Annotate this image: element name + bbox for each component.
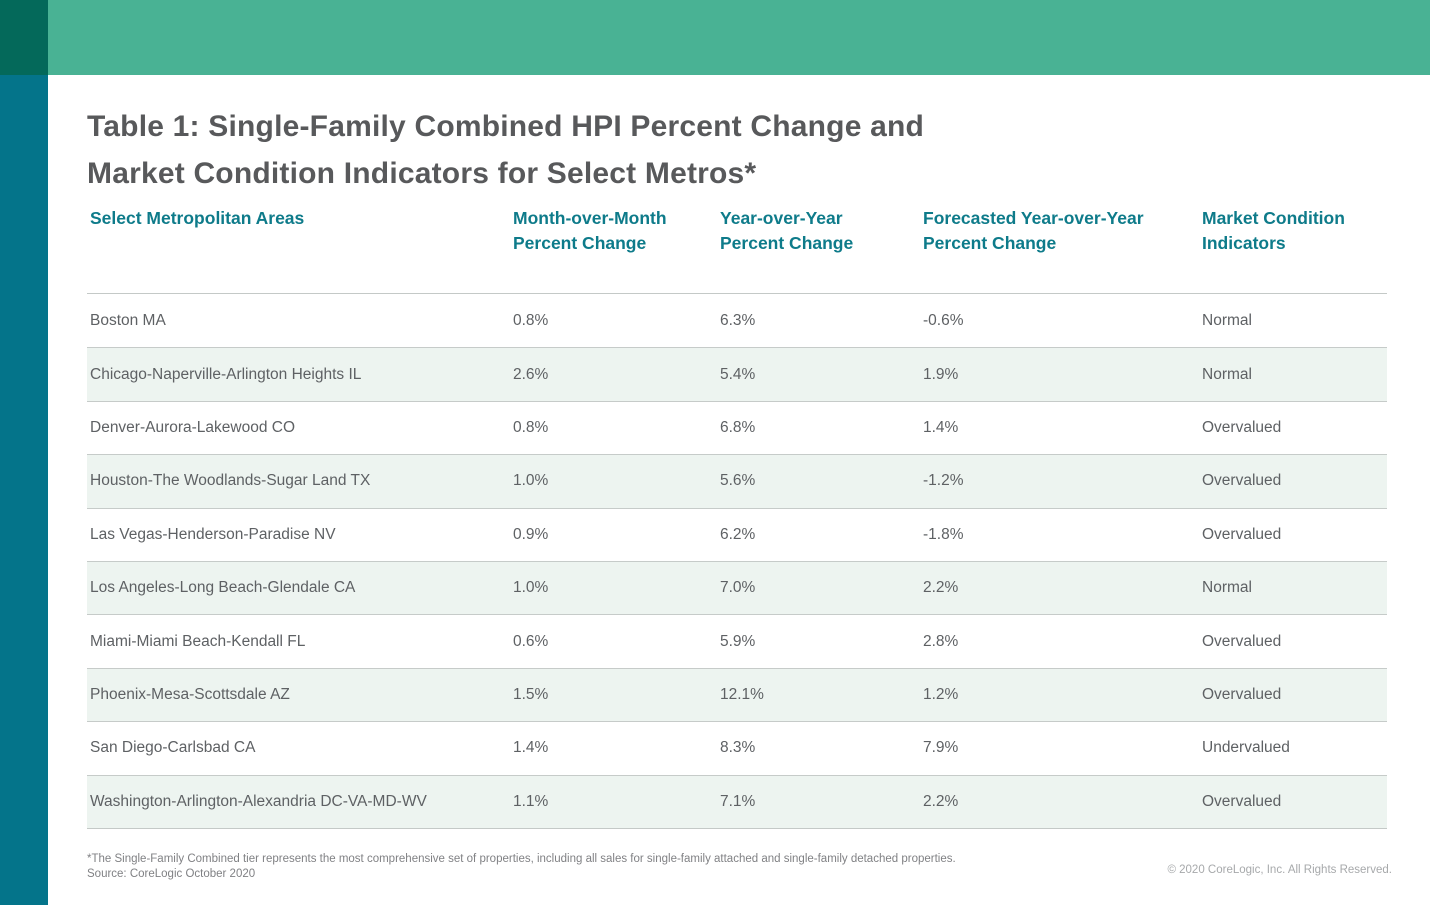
metro-name: Washington-Arlington-Alexandria DC-VA-MD… (90, 792, 427, 810)
table-body: Boston MA 0.8% 6.3% -0.6% Normal Chicago-Nape… (87, 293, 1387, 829)
market-condition-indicator: Overvalued (1202, 525, 1282, 543)
top-accent-bar (48, 0, 1430, 75)
left-accent-bar (0, 75, 48, 905)
table-row: Boston MA 0.8% 6.3% -0.6% Normal (87, 294, 1387, 348)
forecast-yoy-percent-change: 2.2% (923, 579, 959, 597)
forecast-yoy-percent-change: -1.2% (923, 472, 964, 490)
page-title-line-2: Market Condition Indicators for Select M… (87, 157, 757, 190)
copyright-notice: © 2020 CoreLogic, Inc. All Rights Reserv… (1167, 864, 1392, 876)
table-row: Los Angeles-Long Beach-Glendale CA 1.0% 7.… (87, 560, 1387, 615)
market-condition-indicator: Overvalued (1202, 632, 1282, 650)
table-row: Miami-Miami Beach-Kendall FL 0.6% 5.9% 2.8%… (87, 614, 1387, 668)
brand-corner-square (0, 0, 48, 75)
metro-name: Chicago-Naperville-Arlington Heights IL (90, 365, 362, 383)
mom-percent-change: 1.0% (513, 579, 549, 597)
table-header-row: Select Metropolitan Areas Month-over-Mon… (87, 206, 1387, 256)
mom-percent-change: 1.5% (513, 685, 549, 703)
yoy-percent-change: 7.1% (720, 792, 756, 810)
forecast-yoy-percent-change: 2.2% (923, 792, 959, 810)
table-row: San Diego-Carlsbad CA 1.4% 8.3% 7.9% Underva… (87, 721, 1387, 775)
forecast-yoy-percent-change: 2.8% (923, 632, 959, 650)
forecast-yoy-percent-change: 1.4% (923, 418, 959, 436)
column-header-yoy-change: Year-over-Year Percent Change (720, 208, 854, 253)
market-condition-indicator: Overvalued (1202, 792, 1282, 810)
market-condition-indicator: Undervalued (1202, 739, 1290, 757)
mom-percent-change: 1.0% (513, 472, 549, 490)
report-page: Table 1: Single-Family Combined HPI Perc… (48, 75, 1430, 905)
metro-name: Phoenix-Mesa-Scottsdale AZ (90, 685, 290, 703)
footnote: *The Single-Family Combined tier represe… (87, 852, 956, 882)
column-header-metro-areas: Select Metropolitan Areas (90, 208, 305, 228)
metro-name: Las Vegas-Henderson-Paradise NV (90, 525, 336, 543)
yoy-percent-change: 5.6% (720, 472, 756, 490)
column-header-forecast-yoy-change: Forecasted Year-over-Year Percent Change (923, 208, 1144, 253)
table-row: Washington-Arlington-Alexandria DC-VA-MD… (87, 774, 1387, 828)
footnote-source: Source: CoreLogic October 2020 (87, 868, 256, 880)
table-row: Chicago-Naperville-Arlington Heights IL 2… (87, 347, 1387, 401)
yoy-percent-change: 7.0% (720, 579, 756, 597)
mom-percent-change: 1.4% (513, 739, 549, 757)
market-condition-indicator: Normal (1202, 311, 1252, 329)
market-condition-indicator: Normal (1202, 365, 1252, 383)
yoy-percent-change: 8.3% (720, 739, 756, 757)
column-header-mom-change: Month-over-Month Percent Change (513, 208, 667, 253)
yoy-percent-change: 6.8% (720, 418, 756, 436)
yoy-percent-change: 5.4% (720, 365, 756, 383)
metro-name: Boston MA (90, 311, 166, 329)
metro-name: San Diego-Carlsbad CA (90, 739, 256, 757)
market-condition-indicator: Overvalued (1202, 685, 1282, 703)
footnote-definition: *The Single-Family Combined tier represe… (87, 853, 956, 865)
forecast-yoy-percent-change: 7.9% (923, 739, 959, 757)
table-row: Houston-The Woodlands-Sugar Land TX 1.0% 5… (87, 454, 1387, 508)
metro-name: Houston-The Woodlands-Sugar Land TX (90, 472, 371, 490)
yoy-percent-change: 5.9% (720, 632, 756, 650)
mom-percent-change: 2.6% (513, 365, 549, 383)
mom-percent-change: 1.1% (513, 792, 549, 810)
page-title-line-1: Table 1: Single-Family Combined HPI Perc… (87, 110, 925, 143)
forecast-yoy-percent-change: -1.8% (923, 525, 964, 543)
table-row: Las Vegas-Henderson-Paradise NV 0.9% 6.2% -… (87, 507, 1387, 561)
metro-name: Los Angeles-Long Beach-Glendale CA (90, 579, 356, 597)
column-header-market-condition: Market Condition Indicators (1202, 208, 1345, 253)
mom-percent-change: 0.9% (513, 525, 549, 543)
table-row: Denver-Aurora-Lakewood CO 0.8% 6.8% 1.4% Ove… (87, 400, 1387, 455)
metro-name: Miami-Miami Beach-Kendall FL (90, 632, 306, 650)
mom-percent-change: 0.8% (513, 418, 549, 436)
page-title: Table 1: Single-Family Combined HPI Perc… (87, 103, 1097, 197)
table-row: Phoenix-Mesa-Scottsdale AZ 1.5% 12.1% 1.2% O… (87, 667, 1387, 722)
forecast-yoy-percent-change: 1.9% (923, 365, 959, 383)
market-condition-indicator: Overvalued (1202, 472, 1282, 490)
market-condition-indicator: Overvalued (1202, 418, 1282, 436)
metro-name: Denver-Aurora-Lakewood CO (90, 418, 296, 436)
yoy-percent-change: 6.3% (720, 311, 756, 329)
mom-percent-change: 0.6% (513, 632, 549, 650)
forecast-yoy-percent-change: 1.2% (923, 685, 959, 703)
market-condition-indicator: Normal (1202, 579, 1252, 597)
mom-percent-change: 0.8% (513, 311, 549, 329)
yoy-percent-change: 12.1% (720, 685, 764, 703)
yoy-percent-change: 6.2% (720, 525, 756, 543)
forecast-yoy-percent-change: -0.6% (923, 311, 964, 329)
